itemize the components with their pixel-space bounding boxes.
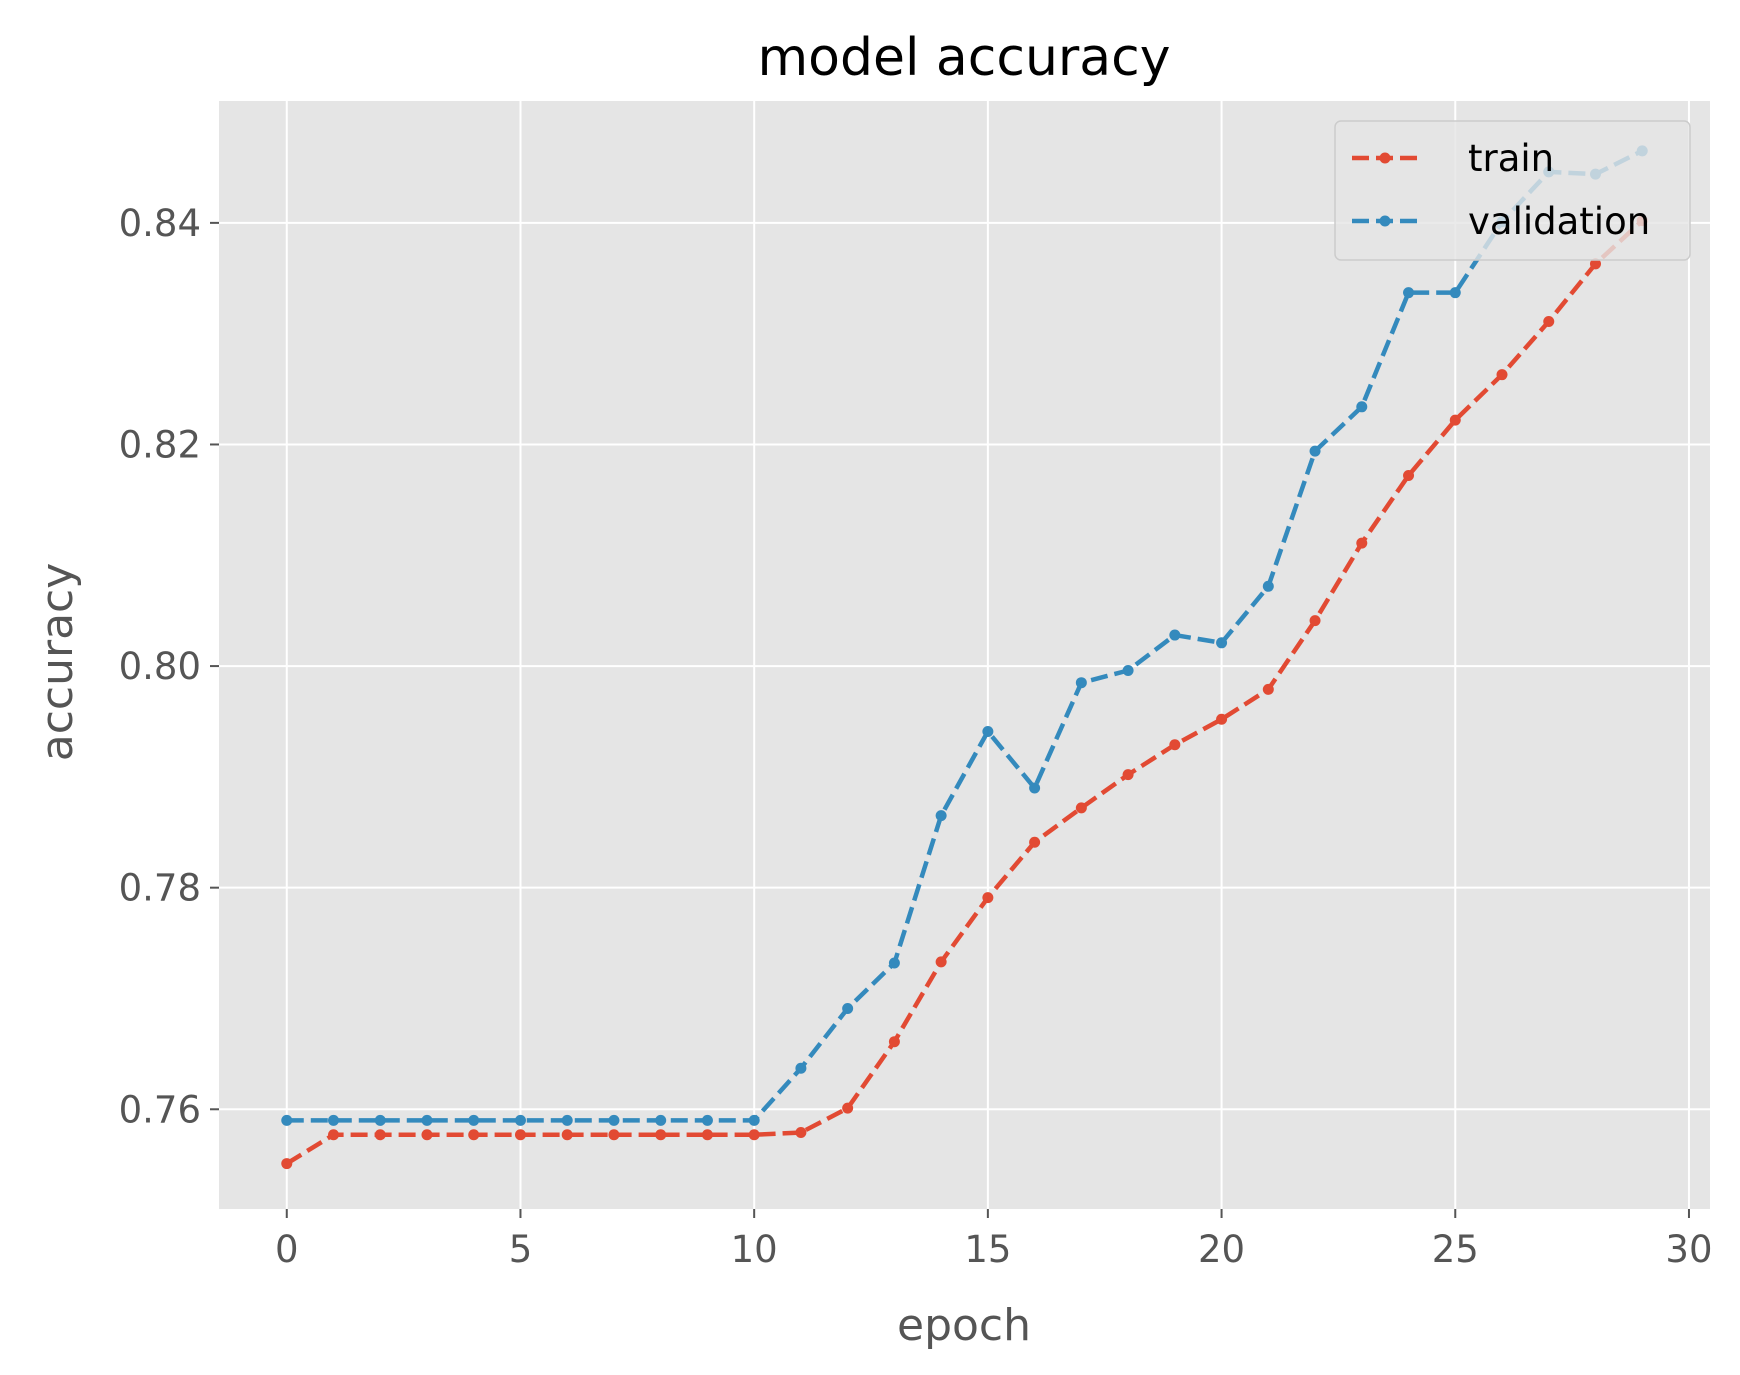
- series-line-validation: [286, 148, 1644, 1123]
- data-point-validation: [842, 1002, 854, 1014]
- x-tick-label: 15: [964, 1228, 1011, 1271]
- data-point-validation: [795, 1062, 807, 1074]
- data-point-train: [281, 1158, 293, 1170]
- data-point-validation: [982, 725, 994, 737]
- data-point-train: [1029, 836, 1041, 848]
- data-point-validation: [1122, 665, 1134, 677]
- legend-item-validation: validation: [1352, 200, 1650, 243]
- y-tick-label: 0.84: [119, 202, 201, 245]
- data-point-validation: [421, 1114, 433, 1126]
- data-point-train: [1449, 414, 1461, 426]
- data-point-validation: [1262, 580, 1274, 592]
- data-point-validation: [1029, 782, 1041, 794]
- plot-background: [219, 101, 1710, 1209]
- data-point-train: [1356, 537, 1368, 549]
- data-point-train: [328, 1129, 340, 1141]
- data-point-validation: [1216, 637, 1228, 649]
- data-point-train: [888, 1036, 900, 1048]
- legend: train validation: [1334, 120, 1691, 261]
- data-point-train: [1589, 258, 1601, 270]
- data-point-validation: [328, 1114, 340, 1126]
- legend-label-validation: validation: [1468, 200, 1650, 243]
- y-tick-label: 0.76: [119, 1088, 201, 1131]
- data-point-validation: [655, 1114, 667, 1126]
- data-point-train: [701, 1129, 713, 1141]
- data-point-train: [1216, 713, 1228, 725]
- data-point-train: [982, 892, 994, 904]
- legend-marker-validation: [1379, 215, 1391, 227]
- data-point-train: [561, 1129, 573, 1141]
- data-point-train: [655, 1129, 667, 1141]
- data-point-validation: [374, 1114, 386, 1126]
- data-point-train: [1496, 369, 1508, 381]
- data-point-train: [608, 1129, 620, 1141]
- data-point-validation: [1075, 677, 1087, 689]
- data-point-validation: [1169, 629, 1181, 641]
- data-point-validation: [281, 1114, 293, 1126]
- data-point-train: [935, 956, 947, 968]
- data-point-validation: [1356, 401, 1368, 413]
- data-point-train: [842, 1102, 854, 1114]
- data-point-train: [1262, 683, 1274, 695]
- data-point-train: [1403, 470, 1415, 482]
- data-point-validation: [1449, 287, 1461, 299]
- data-point-validation: [1403, 287, 1415, 299]
- data-point-train: [1075, 802, 1087, 814]
- legend-label-train: train: [1468, 137, 1554, 180]
- legend-item-train: train: [1352, 137, 1554, 180]
- series-train: [281, 215, 1648, 1170]
- chart-title: model accuracy: [757, 28, 1170, 88]
- x-tick-label: 10: [731, 1228, 778, 1271]
- series-layer: [281, 145, 1648, 1170]
- x-tick-label: 5: [509, 1228, 533, 1271]
- data-point-train: [1543, 315, 1555, 327]
- data-point-validation: [468, 1114, 480, 1126]
- data-point-train: [421, 1129, 433, 1141]
- y-tick-label: 0.78: [119, 867, 201, 910]
- data-point-train: [1169, 739, 1181, 751]
- data-point-train: [748, 1129, 760, 1141]
- data-point-train: [1309, 615, 1321, 627]
- data-point-validation: [608, 1114, 620, 1126]
- x-tick-label: 0: [275, 1228, 299, 1271]
- data-point-validation: [748, 1114, 760, 1126]
- data-point-train: [514, 1129, 526, 1141]
- data-point-train: [795, 1127, 807, 1139]
- ticks: 0 5 10 15 20 25 30 0.76 0.78 0.80 0.82 0.84: [119, 202, 1713, 1271]
- legend-box: [1334, 120, 1691, 261]
- y-axis-label: accuracy: [32, 563, 83, 762]
- x-tick-label: 25: [1432, 1228, 1479, 1271]
- series-validation: [281, 145, 1648, 1126]
- y-tick-label: 0.82: [119, 423, 201, 466]
- data-point-validation: [701, 1114, 713, 1126]
- x-tick-label: 30: [1665, 1228, 1712, 1271]
- data-point-validation: [561, 1114, 573, 1126]
- data-point-validation: [514, 1114, 526, 1126]
- data-point-validation: [935, 810, 947, 822]
- data-point-validation: [888, 957, 900, 969]
- x-axis-label: epoch: [897, 1300, 1031, 1351]
- data-point-train: [374, 1129, 386, 1141]
- data-point-validation: [1309, 445, 1321, 457]
- data-point-train: [1122, 769, 1134, 781]
- data-point-train: [468, 1129, 480, 1141]
- y-tick-label: 0.80: [119, 645, 201, 688]
- legend-marker-train: [1379, 152, 1391, 164]
- x-tick-label: 20: [1198, 1228, 1245, 1271]
- grid: [219, 101, 1710, 1209]
- series-line-train: [285, 219, 1644, 1166]
